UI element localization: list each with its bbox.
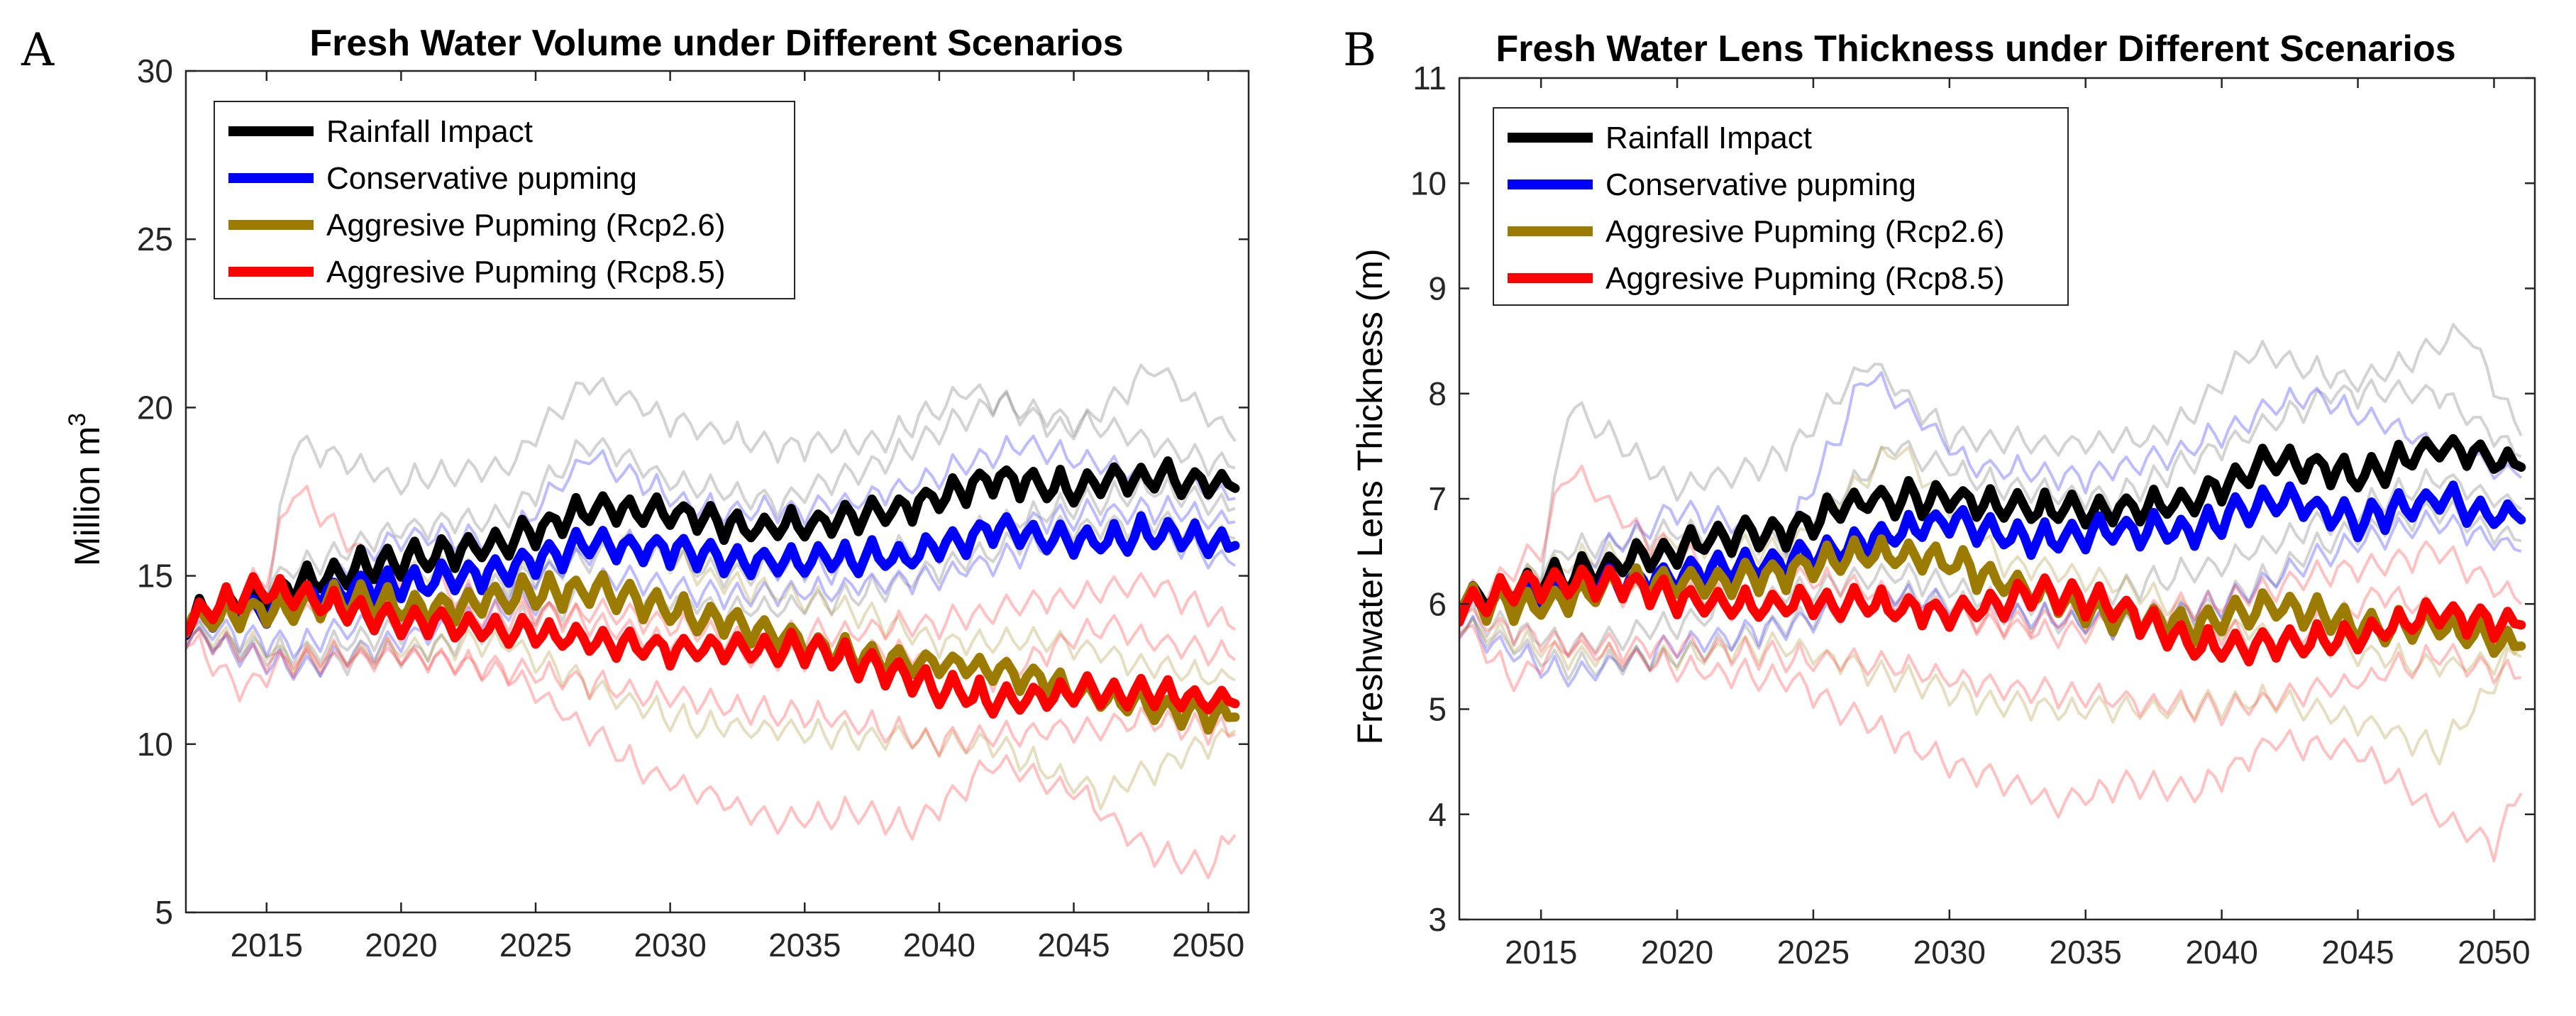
background-trace — [1459, 323, 2523, 619]
panel-label: B — [1343, 24, 1376, 77]
legend-label: Rainfall Impact — [1605, 121, 1812, 155]
background-trace — [1459, 464, 2521, 663]
y-axis-label: Freshwater Lens Thickness (m) — [1350, 248, 1390, 744]
y-tick-label: 30 — [137, 53, 173, 89]
legend-label: Conservative pupming — [1605, 167, 1916, 202]
y-tick-label: 15 — [137, 558, 173, 595]
x-tick-label: 2040 — [2185, 934, 2257, 971]
legend-label: Aggresive Pupming (Rcp8.5) — [1605, 261, 2004, 296]
x-tick-label: 2015 — [231, 927, 303, 963]
axes-box — [184, 70, 1250, 914]
x-tick-label: 2050 — [1172, 927, 1244, 963]
series-line — [186, 572, 1240, 719]
y-tick-label: 5 — [1428, 691, 1447, 728]
x-tick-label: 2050 — [2458, 934, 2530, 971]
y-tick-label: 10 — [137, 726, 173, 763]
y-tick-label: 11 — [1413, 60, 1447, 96]
x-tick-label: 2025 — [499, 927, 572, 963]
y-axis-label-superscript: 3 — [64, 413, 91, 426]
background-trace — [1459, 624, 2523, 863]
background-trace — [1459, 617, 2523, 766]
background-traces — [186, 363, 1237, 880]
legend-label: Conservative pupming — [326, 161, 637, 196]
panel-a: A Fresh Water Volume under Different Sce… — [21, 23, 1250, 963]
x-tick-label: 2040 — [903, 927, 975, 963]
y-tick-label: 5 — [155, 894, 173, 931]
legend-label: Aggresive Pupming (Rcp2.6) — [1605, 214, 2004, 249]
background-trace — [186, 390, 1236, 642]
series-line — [186, 570, 1240, 735]
y-tick-label: 20 — [137, 389, 173, 426]
y-tick-label: 7 — [1428, 480, 1447, 517]
x-tick-label: 2015 — [1505, 934, 1577, 971]
series-line — [1459, 564, 2526, 667]
background-trace — [1459, 607, 2522, 727]
x-tick-label: 2020 — [365, 927, 437, 963]
series-line — [186, 511, 1240, 639]
axes-box — [1458, 77, 2536, 921]
y-tick-label: 25 — [137, 221, 173, 258]
legend: Rainfall Impact Conservative pupming Aggre… — [214, 101, 795, 299]
background-trace — [186, 627, 1236, 758]
legend-label: Aggresive Pupming (Rcp8.5) — [326, 255, 725, 289]
y-axis-label-text: Million m — [67, 426, 107, 566]
legend-label: Rainfall Impact — [326, 114, 533, 149]
background-trace — [1459, 371, 2523, 620]
series-line — [1459, 434, 2526, 621]
plot-area — [1459, 323, 2526, 863]
x-tick-label: 2035 — [2050, 934, 2122, 971]
x-tick-label: 2035 — [768, 927, 841, 963]
background-trace — [186, 621, 1237, 811]
background-trace — [186, 363, 1237, 629]
y-tick-label: 3 — [1428, 901, 1447, 938]
x-tick-label: 2045 — [2321, 934, 2394, 971]
panel-label: A — [21, 24, 55, 77]
panel-b: B Fresh Water Lens Thickness under Diffe… — [1343, 24, 2536, 971]
chart-title: Fresh Water Volume under Different Scena… — [309, 23, 1123, 64]
x-tick-label: 2025 — [1777, 934, 1850, 971]
y-tick-label: 9 — [1428, 270, 1447, 307]
background-trace — [1459, 378, 2522, 628]
y-tick-label: 8 — [1428, 375, 1447, 412]
scenario-lines — [186, 456, 1240, 735]
y-tick-label: 6 — [1428, 585, 1447, 622]
axis-ticks: 2015 2020 2025 2030 2035 2040 2045 2050 3 4 5 6 7 8 9 1… — [1410, 60, 2535, 971]
chart-title: Fresh Water Lens Thickness under Differe… — [1496, 28, 2455, 70]
background-trace — [186, 509, 1236, 678]
scenario-lines — [1459, 434, 2526, 667]
y-tick-label: 4 — [1428, 796, 1447, 833]
x-tick-label: 2030 — [1913, 934, 1986, 971]
x-tick-label: 2020 — [1641, 934, 1713, 971]
plot-area — [186, 363, 1240, 880]
background-trace — [186, 632, 1237, 880]
y-tick-label: 10 — [1410, 165, 1447, 201]
x-tick-label: 2045 — [1037, 927, 1110, 963]
background-trace — [186, 475, 1236, 666]
legend: Rainfall Impact Conservative pupming Aggre… — [1493, 107, 2069, 306]
legend-label: Aggresive Pupming (Rcp2.6) — [326, 208, 725, 243]
y-axis-label: Million m3 — [64, 413, 107, 566]
series-line — [186, 456, 1240, 641]
background-traces — [1459, 323, 2523, 863]
axis-ticks: 2015 2020 2025 2030 2035 2040 2045 205051015202… — [137, 53, 1249, 963]
background-trace — [1459, 540, 2523, 638]
x-tick-label: 2030 — [634, 927, 706, 963]
series-line — [1459, 534, 2526, 658]
